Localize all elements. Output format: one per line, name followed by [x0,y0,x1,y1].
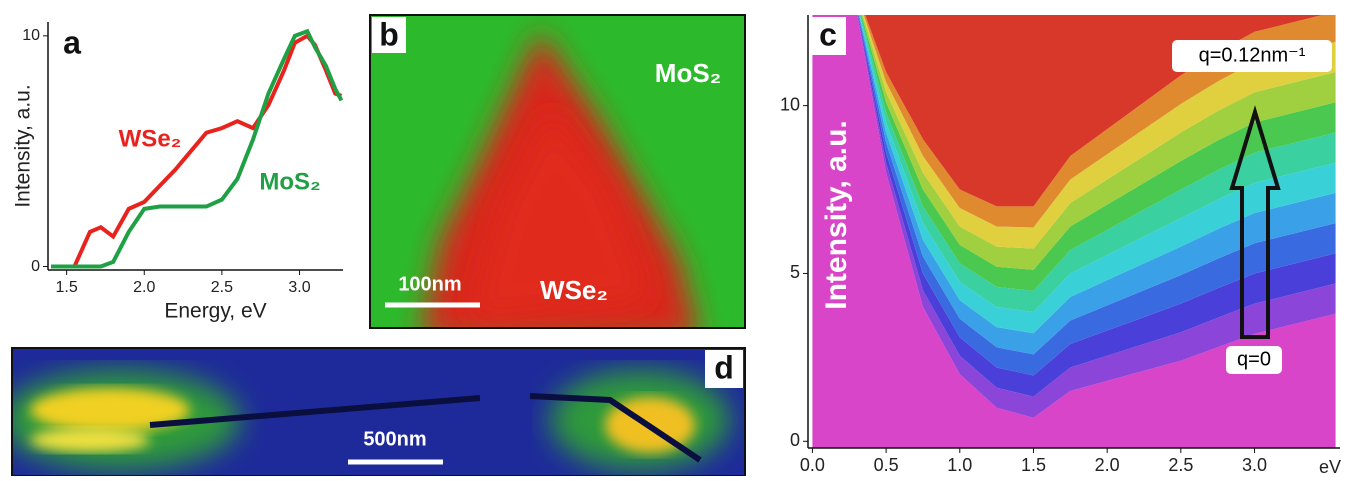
y-tick-label: 10 [22,27,40,44]
annotation-box [1226,346,1282,374]
x-axis-label: eV [1319,457,1341,476]
panel-letter: d [714,349,734,385]
x-tick-label: 1.0 [947,455,972,475]
area-layer [812,15,1336,448]
letter-box [705,350,743,388]
area-layer [858,15,1336,376]
area-layer [857,15,1336,397]
scale-bar-label: 100nm [398,273,461,295]
x-tick-label: 3.0 [288,279,310,296]
annotation: q=0.12nm⁻¹ [1199,44,1306,66]
y-axis-label: Intensity, a.u. [820,120,853,309]
x-tick-label: 1.5 [1021,455,1046,475]
y-tick-label: 0 [31,258,40,275]
scale-bar-label: 500nm [363,428,426,450]
frame [369,14,746,329]
y-tick-label: 0 [790,430,800,450]
arrow [1229,105,1281,339]
x-tick-label: 0.5 [874,455,899,475]
panel-letter: b [379,16,399,52]
panel-letter: c [819,16,837,52]
x-tick-label: 2.0 [133,279,155,296]
y-tick-label: 10 [780,94,800,114]
area-layer [858,15,1336,355]
area-layer [865,15,1323,207]
x-axis-label: Energy, eV [164,300,266,323]
annotation-box [1172,40,1332,72]
material-label: WSe₂ [540,275,608,305]
x-tick-label: 1.5 [56,279,78,296]
letter-box [372,17,406,53]
data-line [51,33,343,269]
letter-box [810,17,846,55]
x-tick-label: 2.5 [1168,455,1193,475]
image-b [370,15,745,328]
area-layer [859,15,1336,334]
material-label: MoS₂ [655,58,721,88]
image-d [12,348,745,476]
y-tick-label: 5 [790,262,800,282]
x-tick-label: 3.0 [1242,455,1267,475]
x-tick-label: 0.0 [800,455,825,475]
series-label: MoS₂ [259,168,320,195]
x-tick-label: 2.0 [1095,455,1120,475]
data-line [51,28,344,269]
series-label: WSe₂ [119,125,182,152]
panel-letter: a [63,24,81,60]
x-tick-label: 2.5 [211,279,233,296]
annotation: q=0 [1237,348,1271,370]
y-axis-label: Intensity, a.u. [12,84,35,207]
